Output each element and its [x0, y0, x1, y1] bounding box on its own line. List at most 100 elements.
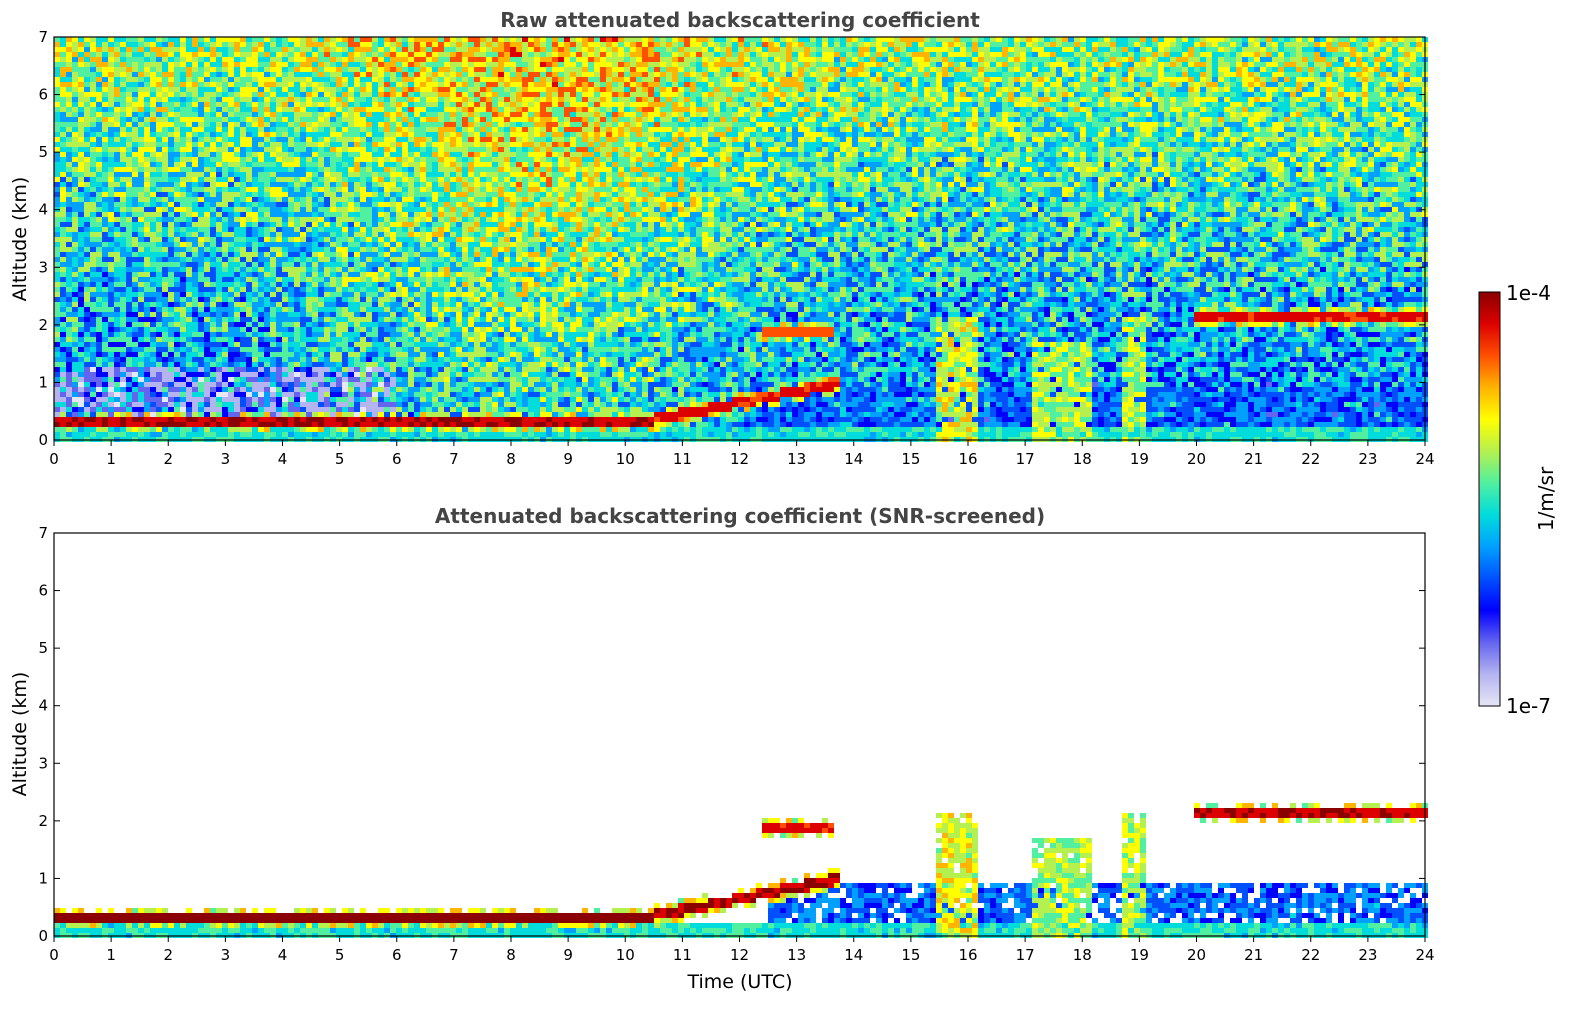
backscatter-cell	[150, 257, 156, 262]
backscatter-cell	[288, 87, 294, 92]
backscatter-cell	[72, 277, 78, 282]
backscatter-cell	[54, 82, 60, 87]
backscatter-cell	[174, 62, 180, 67]
backscatter-cell	[294, 417, 300, 422]
backscatter-cell	[210, 312, 216, 317]
backscatter-cell	[324, 67, 330, 72]
backscatter-cell	[174, 132, 180, 137]
backscatter-cell	[66, 182, 72, 187]
backscatter-cell	[366, 127, 372, 132]
backscatter-cell	[396, 152, 402, 157]
backscatter-cell	[414, 372, 420, 377]
backscatter-cell	[198, 302, 204, 307]
backscatter-cell	[390, 112, 396, 117]
backscatter-cell	[144, 212, 150, 217]
backscatter-cell	[246, 217, 252, 222]
backscatter-cell	[228, 332, 234, 337]
backscatter-cell	[108, 267, 114, 272]
backscatter-cell	[192, 152, 198, 157]
backscatter-cell	[228, 317, 234, 322]
backscatter-cell	[204, 112, 210, 117]
backscatter-cell	[390, 362, 396, 367]
backscatter-cell	[396, 312, 402, 317]
backscatter-cell	[156, 347, 162, 352]
backscatter-cell	[366, 102, 372, 107]
backscatter-cell	[78, 197, 84, 202]
backscatter-cell	[324, 77, 330, 82]
backscatter-cell	[324, 432, 330, 437]
backscatter-cell	[216, 162, 222, 167]
backscatter-cell	[216, 102, 222, 107]
backscatter-cell	[234, 307, 240, 312]
backscatter-cell	[288, 142, 294, 147]
backscatter-cell	[174, 72, 180, 77]
backscatter-cell	[54, 267, 60, 272]
backscatter-cell	[168, 272, 174, 277]
backscatter-cell	[198, 82, 204, 87]
backscatter-cell	[84, 332, 90, 337]
backscatter-cell	[264, 382, 270, 387]
backscatter-cell	[270, 152, 276, 157]
backscatter-cell	[318, 62, 324, 67]
backscatter-cell	[246, 157, 252, 162]
backscatter-cell	[138, 132, 144, 137]
backscatter-cell	[384, 317, 390, 322]
backscatter-cell	[282, 142, 288, 147]
backscatter-cell	[378, 67, 384, 72]
backscatter-cell	[114, 417, 120, 422]
backscatter-cell	[198, 227, 204, 232]
backscatter-cell	[312, 72, 318, 77]
backscatter-cell	[228, 237, 234, 242]
backscatter-cell	[54, 332, 60, 337]
backscatter-cell	[78, 132, 84, 137]
backscatter-cell	[402, 202, 408, 207]
backscatter-cell	[240, 417, 246, 422]
backscatter-cell	[294, 297, 300, 302]
backscatter-cell	[252, 137, 258, 142]
backscatter-cell	[294, 72, 300, 77]
backscatter-cell	[132, 172, 138, 177]
backscatter-cell	[126, 317, 132, 322]
backscatter-cell	[54, 102, 60, 107]
backscatter-cell	[96, 132, 102, 137]
backscatter-cell	[60, 147, 66, 152]
backscatter-cell	[330, 282, 336, 287]
backscatter-cell	[288, 72, 294, 77]
backscatter-cell	[60, 407, 66, 412]
backscatter-cell	[126, 57, 132, 62]
backscatter-cell	[210, 127, 216, 132]
backscatter-cell	[252, 82, 258, 87]
backscatter-cell	[294, 277, 300, 282]
backscatter-cell	[210, 412, 216, 417]
backscatter-cell	[126, 72, 132, 77]
backscatter-cell	[72, 322, 78, 327]
backscatter-cell	[72, 297, 78, 302]
backscatter-cell	[378, 207, 384, 212]
backscatter-cell	[138, 67, 144, 72]
backscatter-cell	[210, 282, 216, 287]
backscatter-cell	[312, 352, 318, 357]
backscatter-cell	[330, 247, 336, 252]
backscatter-cell	[102, 262, 108, 267]
backscatter-cell	[318, 212, 324, 217]
backscatter-cell	[108, 92, 114, 97]
backscatter-cell	[402, 42, 408, 47]
backscatter-cell	[66, 282, 72, 287]
backscatter-cell	[402, 122, 408, 127]
backscatter-cell	[360, 107, 366, 112]
backscatter-cell	[216, 142, 222, 147]
backscatter-cell	[108, 377, 114, 382]
backscatter-cell	[348, 52, 354, 57]
backscatter-cell	[258, 402, 264, 407]
backscatter-cell	[336, 302, 342, 307]
backscatter-cell	[174, 87, 180, 92]
backscatter-cell	[126, 162, 132, 167]
backscatter-cell	[192, 332, 198, 337]
backscatter-cell	[162, 87, 168, 92]
backscatter-cell	[204, 347, 210, 352]
backscatter-cell	[324, 372, 330, 377]
backscatter-cell	[114, 357, 120, 362]
backscatter-cell	[384, 432, 390, 437]
backscatter-cell	[180, 282, 186, 287]
backscatter-cell	[306, 357, 312, 362]
